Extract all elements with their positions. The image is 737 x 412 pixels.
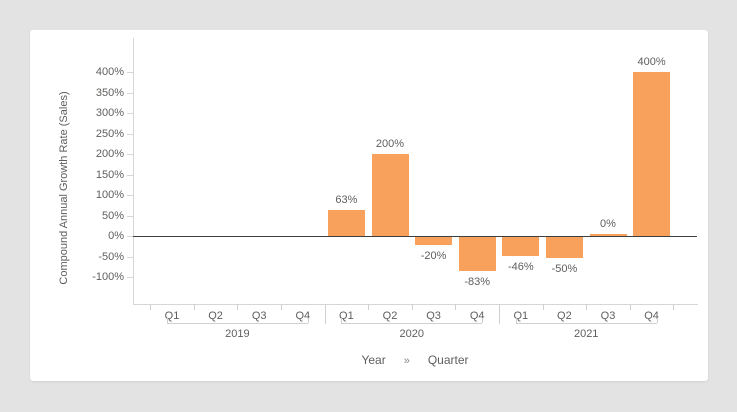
quarter-tick xyxy=(542,305,544,310)
year-bracket-end xyxy=(656,318,658,323)
bar-2020-Q2[interactable] xyxy=(371,154,409,236)
bar-2020-Q1[interactable] xyxy=(327,210,365,236)
x-tick-label-2021-Q4: Q4 xyxy=(644,310,659,322)
y-tick-mark xyxy=(127,195,133,196)
y-tick-label-350: 350% xyxy=(95,86,124,99)
x-tick-label-2021-Q2: Q2 xyxy=(557,310,572,322)
y-tick-label-300: 300% xyxy=(95,107,124,119)
hierarchy-year-label: Year xyxy=(361,353,386,367)
y-tick-mark xyxy=(127,174,133,176)
quarter-tick xyxy=(368,305,370,310)
quarter-tick xyxy=(150,305,152,310)
quarter-tick xyxy=(237,305,239,310)
bar-label-2020-Q3: -20% xyxy=(420,250,447,263)
year-bracket-2020 xyxy=(341,323,483,324)
y-tick-mark xyxy=(127,236,133,237)
year-label-2020: 2020 xyxy=(399,328,425,340)
y-tick-label--50: -50% xyxy=(98,250,124,263)
quarter-tick xyxy=(193,305,195,310)
bar-2021-Q3[interactable] xyxy=(589,234,627,236)
y-tick-mark xyxy=(127,215,133,217)
bar-label-2021-Q4: 400% xyxy=(637,56,666,68)
quarter-tick xyxy=(629,305,631,310)
x-tick-label-2020-Q4: Q4 xyxy=(469,310,485,322)
x-axis-zero-line xyxy=(133,236,697,237)
bar-2021-Q4[interactable] xyxy=(633,72,671,236)
year-bracket-end xyxy=(515,318,517,323)
y-tick-label-250: 250% xyxy=(95,127,124,140)
bar-2020-Q4[interactable] xyxy=(458,237,496,272)
y-tick-mark xyxy=(127,277,133,278)
year-label-2019: 2019 xyxy=(225,328,250,340)
year-boundary-tick xyxy=(324,305,326,324)
quarter-tick xyxy=(411,305,413,310)
x-tick-label-2020-Q1: Q1 xyxy=(339,310,354,322)
bar-label-2021-Q1: -46% xyxy=(507,260,534,273)
axis-hierarchy-label: Year » Quarter xyxy=(133,352,697,368)
bar-label-2020-Q4: -83% xyxy=(464,276,491,289)
year-bracket-end xyxy=(167,318,168,323)
y-axis-line xyxy=(133,38,134,304)
year-bracket-end xyxy=(482,318,484,323)
bar-label-2020-Q2: 200% xyxy=(375,138,405,150)
quarter-tick xyxy=(455,305,457,310)
year-bracket-2019 xyxy=(167,323,308,324)
y-tick-label-400: 400% xyxy=(95,66,124,78)
quarter-tick xyxy=(673,305,675,310)
x-tick-label-2021-Q1: Q1 xyxy=(513,310,529,322)
x-tick-label-2019-Q1: Q1 xyxy=(164,310,180,322)
y-tick-label-150: 150% xyxy=(95,168,124,181)
y-tick-mark xyxy=(127,113,133,114)
y-tick-mark xyxy=(127,154,133,155)
y-tick-label-100: 100% xyxy=(95,189,124,201)
x-tick-label-2019-Q2: Q2 xyxy=(208,310,223,322)
y-tick-mark xyxy=(127,72,133,73)
y-tick-label-200: 200% xyxy=(95,148,124,160)
x-tick-label-2021-Q3: Q3 xyxy=(600,310,616,322)
y-tick-label-0: 0% xyxy=(108,230,124,242)
x-tick-label-2020-Q2: Q2 xyxy=(382,310,398,322)
year-bracket-end xyxy=(341,318,343,323)
bar-label-2021-Q3: 0% xyxy=(600,218,616,230)
drilldown-separator-icon: » xyxy=(403,355,410,367)
quarter-tick xyxy=(281,305,282,310)
y-tick-label--100: -100% xyxy=(92,271,124,283)
y-tick-mark xyxy=(127,92,133,94)
chart-card: Compound Annual Growth Rate (Sales) 400%… xyxy=(30,30,708,381)
x-tick-label-2019-Q4: Q4 xyxy=(295,310,311,322)
y-tick-label-50: 50% xyxy=(101,209,124,222)
y-tick-mark xyxy=(127,256,133,258)
x-tick-label-2019-Q3: Q3 xyxy=(251,310,267,322)
year-boundary-tick xyxy=(499,305,500,324)
quarter-tick xyxy=(586,305,588,310)
bar-label-2021-Q2: -50% xyxy=(551,262,578,275)
bar-2020-Q3[interactable] xyxy=(415,237,453,246)
x-tick-label-2020-Q3: Q3 xyxy=(426,310,441,322)
y-tick-mark xyxy=(127,133,133,135)
hierarchy-quarter-label: Quarter xyxy=(427,353,469,367)
year-label-2021: 2021 xyxy=(573,328,599,340)
bar-2021-Q1[interactable] xyxy=(502,237,540,256)
year-bracket-2021 xyxy=(515,323,657,324)
year-bracket-end xyxy=(307,318,309,323)
bar-label-2020-Q1: 63% xyxy=(335,194,358,207)
bar-2021-Q2[interactable] xyxy=(545,237,583,258)
x-axis-line xyxy=(133,304,698,305)
